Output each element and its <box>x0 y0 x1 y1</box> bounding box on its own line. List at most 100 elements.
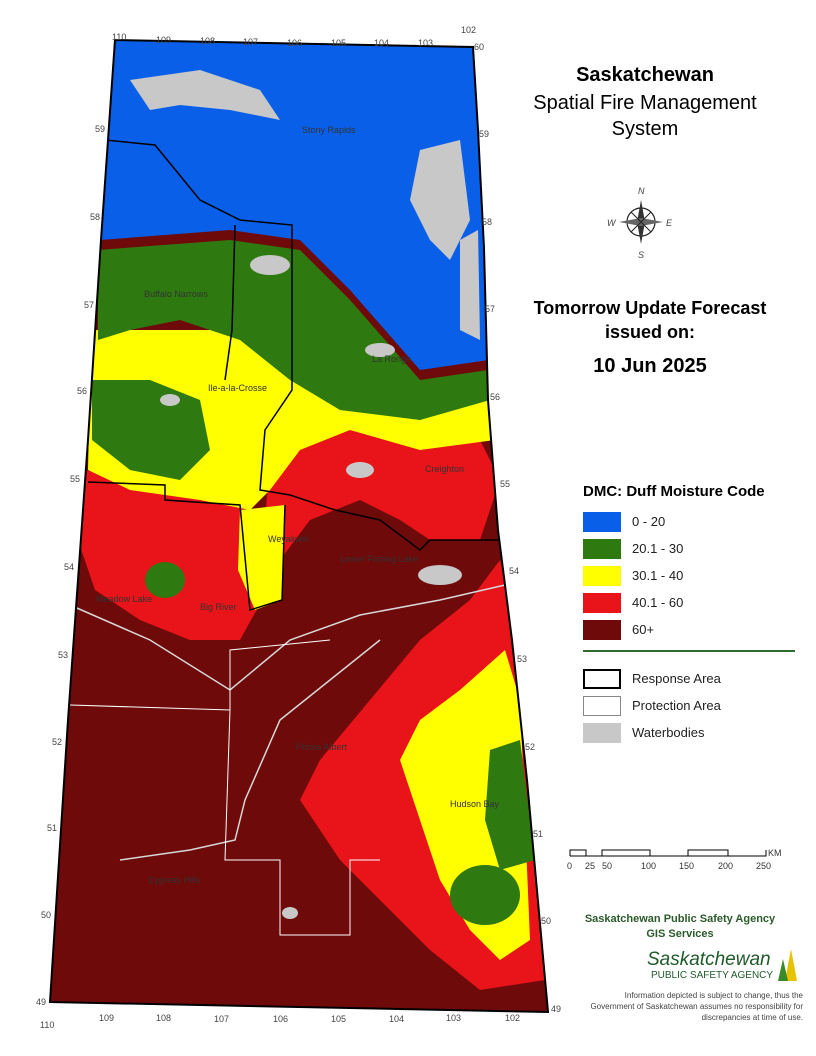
place-label: Stony Rapids <box>302 125 356 135</box>
legend-item: 20.1 - 30 <box>583 535 683 562</box>
boundary-legend: Response Area Protection Area Waterbodie… <box>583 665 721 746</box>
dmc-legend: 0 - 20 20.1 - 30 30.1 - 40 40.1 - 60 60+ <box>583 508 683 643</box>
lat-right-label: 53 <box>517 654 527 664</box>
scale-unit: KM <box>768 848 782 858</box>
lat-left-label: 59 <box>95 124 105 134</box>
legend-item: 40.1 - 60 <box>583 589 683 616</box>
scale-bar: KM 0 25 50 100 150 200 250 <box>567 848 782 871</box>
compass-n-label: N <box>638 186 645 196</box>
forecast-label-line: Tomorrow Update Forecast <box>533 298 767 318</box>
scale-tick-label: 100 <box>641 861 656 871</box>
river <box>119 639 381 861</box>
lon-top-label: 106 <box>287 38 302 48</box>
lat-right-label: 50 <box>541 916 551 926</box>
lat-right-label: 57 <box>485 304 495 314</box>
legend-title: DMC: Duff Moisture Code <box>583 483 765 500</box>
legend-swatch <box>583 592 621 613</box>
scale-tick-label: 25 <box>585 861 595 871</box>
scale-tick-label: 250 <box>756 861 771 871</box>
place-label: Cypress Hills <box>148 875 201 885</box>
organization-name: Saskatchewan Public Safety Agency <box>584 913 776 925</box>
lat-left-label: 54 <box>64 562 74 572</box>
lat-left-label: 53 <box>58 650 68 660</box>
legend-label: 60+ <box>632 622 655 637</box>
dmc-zone-20-30 <box>450 865 520 925</box>
map-subtitle-line: System <box>611 118 679 140</box>
legend-swatch <box>583 722 621 743</box>
forecast-label-line: issued on: <box>604 322 695 342</box>
dmc-zone-20-30 <box>485 740 535 870</box>
lon-bottom-label: 109 <box>99 1013 114 1023</box>
lon-bottom-label: 110 <box>40 1020 54 1030</box>
dmc-zone-0-20 <box>100 40 488 370</box>
dmc-zone-20-30 <box>145 562 185 598</box>
place-label: Buffalo Narrows <box>144 289 208 299</box>
legend-item: 30.1 - 40 <box>583 562 683 589</box>
response-area-boundary <box>104 139 500 551</box>
lat-left-label: 56 <box>77 386 87 396</box>
lon-bottom-label: 106 <box>273 1014 288 1024</box>
place-label: Meadow Lake <box>96 594 152 604</box>
place-label: Big River <box>200 602 237 612</box>
forecast-label: Tomorrow Update Forecast issued on: <box>500 296 800 344</box>
legend-item: Response Area <box>583 665 721 692</box>
scale-tick-label: 150 <box>679 861 694 871</box>
lon-bottom-label: 104 <box>389 1014 404 1024</box>
response-area-boundary <box>224 224 236 381</box>
lat-left-label: 51 <box>47 823 57 833</box>
place-label: Weyakwin <box>268 534 309 544</box>
scale-tick-label: 0 <box>567 861 572 871</box>
lat-left-label: 50 <box>41 910 51 920</box>
legend-label: 0 - 20 <box>632 514 666 529</box>
legend-label: 30.1 - 40 <box>632 568 684 583</box>
organization: Saskatchewan Public Safety Agency GIS Se… <box>565 912 795 942</box>
protection-area-boundary <box>69 639 380 936</box>
lat-left-label: 49 <box>36 997 46 1007</box>
lon-top-label: 107 <box>243 37 258 47</box>
lat-right-label: 54 <box>509 566 519 576</box>
lat-right-label: 56 <box>490 392 500 402</box>
legend-label: 40.1 - 60 <box>632 595 684 610</box>
dmc-zone-40-60 <box>265 420 500 560</box>
lat-right-label: 52 <box>525 742 535 752</box>
lon-top-label: 108 <box>200 36 215 46</box>
logo-main-text: Saskatchewan <box>647 949 771 970</box>
lon-top-label: 109 <box>156 35 171 45</box>
wheat-icon <box>778 959 788 981</box>
lon-top-label: 104 <box>374 38 389 48</box>
legend-item: 60+ <box>583 616 683 643</box>
lon-top-label: 105 <box>331 38 346 48</box>
map-title: Saskatchewan <box>576 64 714 86</box>
legend-swatch <box>583 695 621 716</box>
lat-right-label: 55 <box>500 479 510 489</box>
lat-right-label: 59 <box>479 129 489 139</box>
lon-bottom-label: 108 <box>156 1013 171 1023</box>
lon-bottom-label: 103 <box>446 1013 461 1023</box>
lat-left-label: 52 <box>52 737 62 747</box>
lon-top-label: 102 <box>461 25 476 35</box>
place-label: Lower Fishing Lake <box>340 554 418 564</box>
dmc-zone-30-40 <box>238 505 285 610</box>
lon-top-label: 110 <box>112 32 126 42</box>
wheat-icon <box>785 949 797 981</box>
lat-right-label: 58 <box>482 217 492 227</box>
place-label: Creighton <box>425 464 464 474</box>
dmc-zone-20-30 <box>98 240 490 420</box>
lat-left-label: 58 <box>90 212 100 222</box>
forecast-date: 10 Jun 2025 <box>593 355 707 377</box>
legend-item: Waterbodies <box>583 719 721 746</box>
map-subtitle: Spatial Fire Management System <box>505 90 785 142</box>
legend-label: Protection Area <box>632 698 721 713</box>
scale-tick-label: 200 <box>718 861 733 871</box>
legend-label: Waterbodies <box>632 725 705 740</box>
dmc-zone-40-60 <box>78 470 262 640</box>
lat-right-label: 51 <box>533 829 543 839</box>
spsa-logo: Saskatchewan PUBLIC SAFETY AGENCY <box>647 949 797 981</box>
province-outline <box>48 38 550 1014</box>
legend-item: Protection Area <box>583 692 721 719</box>
place-label: La Ronge <box>372 354 411 364</box>
river <box>69 584 506 691</box>
legend-swatch <box>583 538 621 559</box>
place-label: Hudson Bay <box>450 799 500 809</box>
